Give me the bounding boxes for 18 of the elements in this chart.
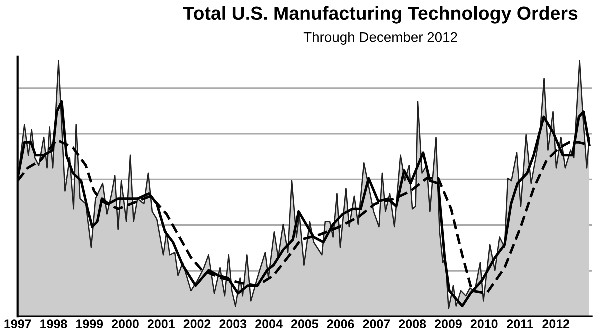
x-tick-label: 2005 — [291, 320, 318, 329]
chart-subtitle: Through December 2012 — [304, 32, 458, 45]
x-tick-label: 2008 — [399, 320, 426, 329]
x-tick-label: 2001 — [148, 320, 175, 329]
x-tick-label: 2009 — [435, 320, 462, 329]
x-tick-label: 2010 — [470, 320, 498, 329]
x-tick-label: 2011 — [507, 320, 534, 329]
x-tick-label: 1999 — [76, 320, 104, 329]
x-tick-label: 1998 — [40, 320, 68, 329]
x-tick-label: 2012 — [542, 320, 570, 329]
x-tick-label: 2002 — [184, 320, 211, 329]
x-tick-label: 2007 — [363, 320, 390, 329]
x-tick-label: 2003 — [220, 320, 247, 329]
x-tick-label: 2006 — [327, 320, 354, 329]
x-tick-label: 1997 — [4, 320, 32, 329]
chart-title: Total U.S. Manufacturing Technology Orders — [183, 6, 578, 24]
x-tick-label: 2004 — [256, 320, 283, 329]
x-tick-label: 2000 — [112, 320, 139, 329]
